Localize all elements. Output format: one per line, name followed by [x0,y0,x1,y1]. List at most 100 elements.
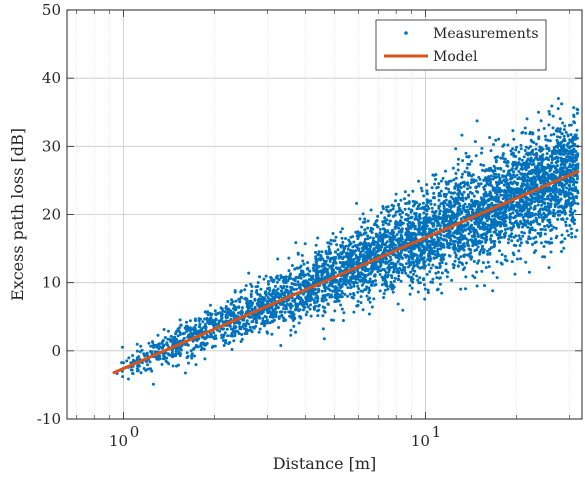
measurement-point [441,176,445,180]
measurement-point [528,186,532,190]
measurement-point [153,350,157,354]
measurement-point [562,159,565,162]
measurement-point [244,296,248,300]
measurement-point [301,281,305,284]
measurement-point [576,162,580,166]
measurement-point [397,226,401,230]
measurement-point [504,204,507,208]
measurement-point [484,238,488,242]
measurement-point [431,277,435,281]
measurement-point [506,159,510,163]
measurement-point [318,253,322,257]
measurement-point [530,200,534,204]
measurement-point [311,266,315,270]
measurement-point [557,183,561,187]
measurement-point [451,166,455,170]
measurement-point [160,362,164,366]
measurement-point [482,163,486,167]
measurement-point [510,203,514,207]
measurement-point [381,260,385,264]
measurement-point [425,238,429,242]
measurement-point [323,262,327,266]
measurement-point [341,251,345,254]
measurement-point [456,168,460,172]
measurement-point [469,207,473,210]
measurement-point [169,339,173,343]
measurement-point [292,324,296,328]
measurement-point [545,156,549,160]
measurement-point [480,240,484,244]
measurement-point [417,207,420,211]
measurement-point [326,302,330,306]
measurement-point [381,250,385,254]
measurement-point [152,343,156,347]
measurement-point [418,243,422,247]
measurement-point [254,321,258,324]
measurement-point [366,219,370,223]
measurement-point [441,201,445,205]
measurement-point [445,239,449,243]
measurement-point [448,209,452,213]
measurement-point [358,217,362,221]
measurement-point [456,240,460,244]
measurement-point [512,191,516,195]
measurement-point [565,217,569,221]
measurement-point [530,243,534,246]
measurement-point [478,204,482,207]
measurement-point [363,265,367,269]
measurement-point [388,219,392,223]
measurement-point [521,205,525,209]
measurement-point [320,269,324,273]
measurement-point [513,204,517,208]
measurement-point [479,182,483,186]
measurement-point [241,325,245,328]
measurement-point [222,333,226,337]
measurement-point [535,183,539,187]
measurement-point [136,364,139,368]
measurement-point [505,178,509,182]
measurement-point [416,256,419,260]
measurement-point [425,191,429,195]
measurement-point [520,209,524,213]
measurement-point [331,289,335,293]
measurement-point [540,241,543,245]
measurement-point [424,227,428,231]
measurement-point [214,317,218,321]
measurement-point [454,247,458,251]
measurement-point [392,204,396,208]
measurement-point [166,337,170,341]
measurement-point [343,292,347,296]
measurement-point [406,222,410,226]
measurement-point [455,217,459,221]
measurement-point [404,202,408,206]
measurement-point [460,133,464,137]
measurement-point [468,186,472,189]
measurement-point [543,228,547,232]
measurement-point [439,247,442,251]
measurement-point [430,186,434,190]
measurement-point [285,302,289,306]
measurement-point [560,240,564,244]
measurement-point [495,232,499,236]
measurement-point [314,304,318,308]
measurement-point [369,208,373,212]
measurement-point [382,267,386,271]
measurement-point [314,243,318,247]
measurement-point [287,292,290,296]
measurement-point [186,354,190,358]
measurement-point [479,217,483,221]
measurement-point [300,253,304,257]
measurement-point [489,225,493,229]
measurement-point [338,261,342,264]
measurement-point [456,162,460,166]
measurement-point [568,149,572,153]
measurement-point [509,177,513,181]
measurement-point [476,245,480,249]
measurement-point [426,204,430,208]
measurement-point [167,329,170,333]
measurement-point [504,224,508,228]
measurement-point [364,279,368,283]
measurement-point [464,261,468,265]
measurement-point [363,269,367,273]
measurement-point [296,280,300,284]
